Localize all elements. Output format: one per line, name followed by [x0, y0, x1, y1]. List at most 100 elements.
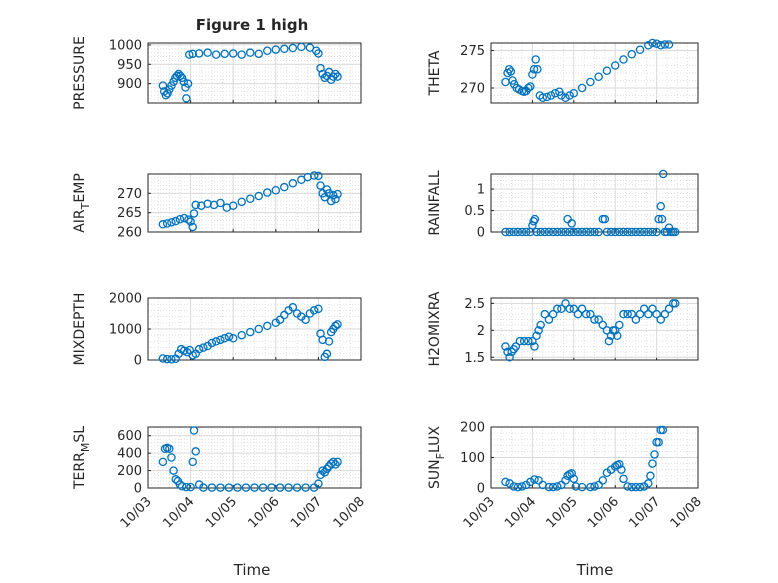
data-point [191, 447, 200, 456]
subplot-3: 260 265 270 AIRTEMP [72, 171, 362, 241]
y-axis-label: THETA [427, 50, 443, 96]
data-point [280, 182, 289, 192]
data-point [228, 49, 238, 58]
data-point [158, 457, 168, 467]
data-point [577, 83, 587, 93]
data-point [250, 483, 259, 492]
data-point [524, 83, 533, 93]
data-point [530, 342, 539, 351]
y-tick-label: 600 [117, 429, 142, 444]
data-point [635, 45, 645, 55]
data-point [565, 91, 574, 100]
data-point [207, 483, 217, 492]
data-point [577, 482, 587, 492]
data-point [526, 477, 535, 487]
data-point [613, 331, 622, 340]
data-point [280, 44, 289, 54]
data-point [598, 476, 608, 485]
data-point [619, 474, 628, 484]
data-point [524, 336, 533, 346]
data-point [331, 460, 340, 469]
data-point [654, 214, 663, 224]
x-tick-label: 10/04 [502, 494, 539, 531]
y-axis-label-tail: LUX [427, 426, 443, 453]
x-tick-label: 10/05 [544, 494, 581, 531]
data-point [586, 482, 595, 492]
data-point [179, 213, 189, 223]
data-point [569, 227, 579, 237]
data-point [284, 483, 293, 492]
data-point [275, 483, 285, 492]
data-point [602, 66, 612, 76]
data-point [220, 334, 229, 343]
data-point [540, 227, 550, 237]
data-point [538, 93, 548, 103]
data-point [511, 342, 521, 351]
data-point [314, 304, 323, 314]
data-point [331, 194, 340, 204]
data-point [606, 331, 616, 340]
data-point [656, 315, 665, 324]
data-point [544, 482, 554, 492]
y-tick-label: 900 [117, 77, 142, 92]
data-point [162, 219, 172, 228]
data-point [316, 181, 325, 190]
figure-title: Figure 1 high [196, 16, 309, 34]
data-point [532, 331, 541, 340]
data-point [182, 482, 191, 492]
data-point [631, 482, 641, 492]
y-tick-label: 1000 [109, 38, 142, 53]
data-point [552, 227, 562, 237]
y-axis-label-main: SUN [427, 459, 443, 489]
data-point [617, 465, 626, 474]
data-point [658, 169, 668, 179]
data-point [228, 201, 238, 210]
data-point [245, 194, 255, 203]
axes-box [490, 173, 699, 233]
data-point [529, 65, 539, 74]
data-point [324, 337, 334, 346]
data-point [505, 227, 514, 237]
data-point [169, 466, 178, 475]
y-axis-label-subscript: F [434, 453, 447, 459]
data-point [586, 227, 595, 237]
data-point [662, 227, 672, 237]
data-point [297, 42, 306, 52]
data-point [650, 450, 659, 459]
y-axis-label-main: H2OMIXRA [427, 291, 443, 366]
data-point [301, 315, 310, 324]
data-point [660, 309, 670, 319]
data-point [571, 482, 581, 491]
data-point [534, 326, 543, 335]
data-point [615, 459, 624, 469]
data-point [224, 332, 234, 341]
data-point [567, 469, 576, 478]
y-tick-label: 265 [117, 206, 142, 221]
data-point [331, 321, 340, 331]
data-point [531, 55, 540, 64]
data-point [322, 349, 332, 359]
y-tick-label: 200 [460, 421, 485, 436]
data-point [664, 40, 674, 49]
data-point [271, 45, 281, 54]
data-point [598, 320, 608, 330]
data-point [619, 309, 628, 319]
x-tick-label: 10/03 [461, 494, 498, 531]
data-point [263, 321, 272, 331]
data-point [211, 50, 221, 59]
data-point [623, 227, 632, 237]
y-tick-label: 0 [477, 226, 485, 241]
data-point [627, 227, 637, 237]
y-axis-label: SUNFLUX [427, 426, 447, 489]
x-axis-label-right: Time [576, 561, 614, 579]
data-point [670, 227, 680, 237]
data-point [288, 303, 298, 312]
data-point [594, 480, 603, 490]
data-point [648, 227, 657, 237]
data-point [233, 483, 242, 492]
data-point [590, 482, 599, 491]
data-point [581, 227, 591, 237]
y-tick-label: 275 [460, 44, 485, 59]
data-point [191, 200, 200, 210]
y-tick-label: 100 [460, 451, 485, 466]
